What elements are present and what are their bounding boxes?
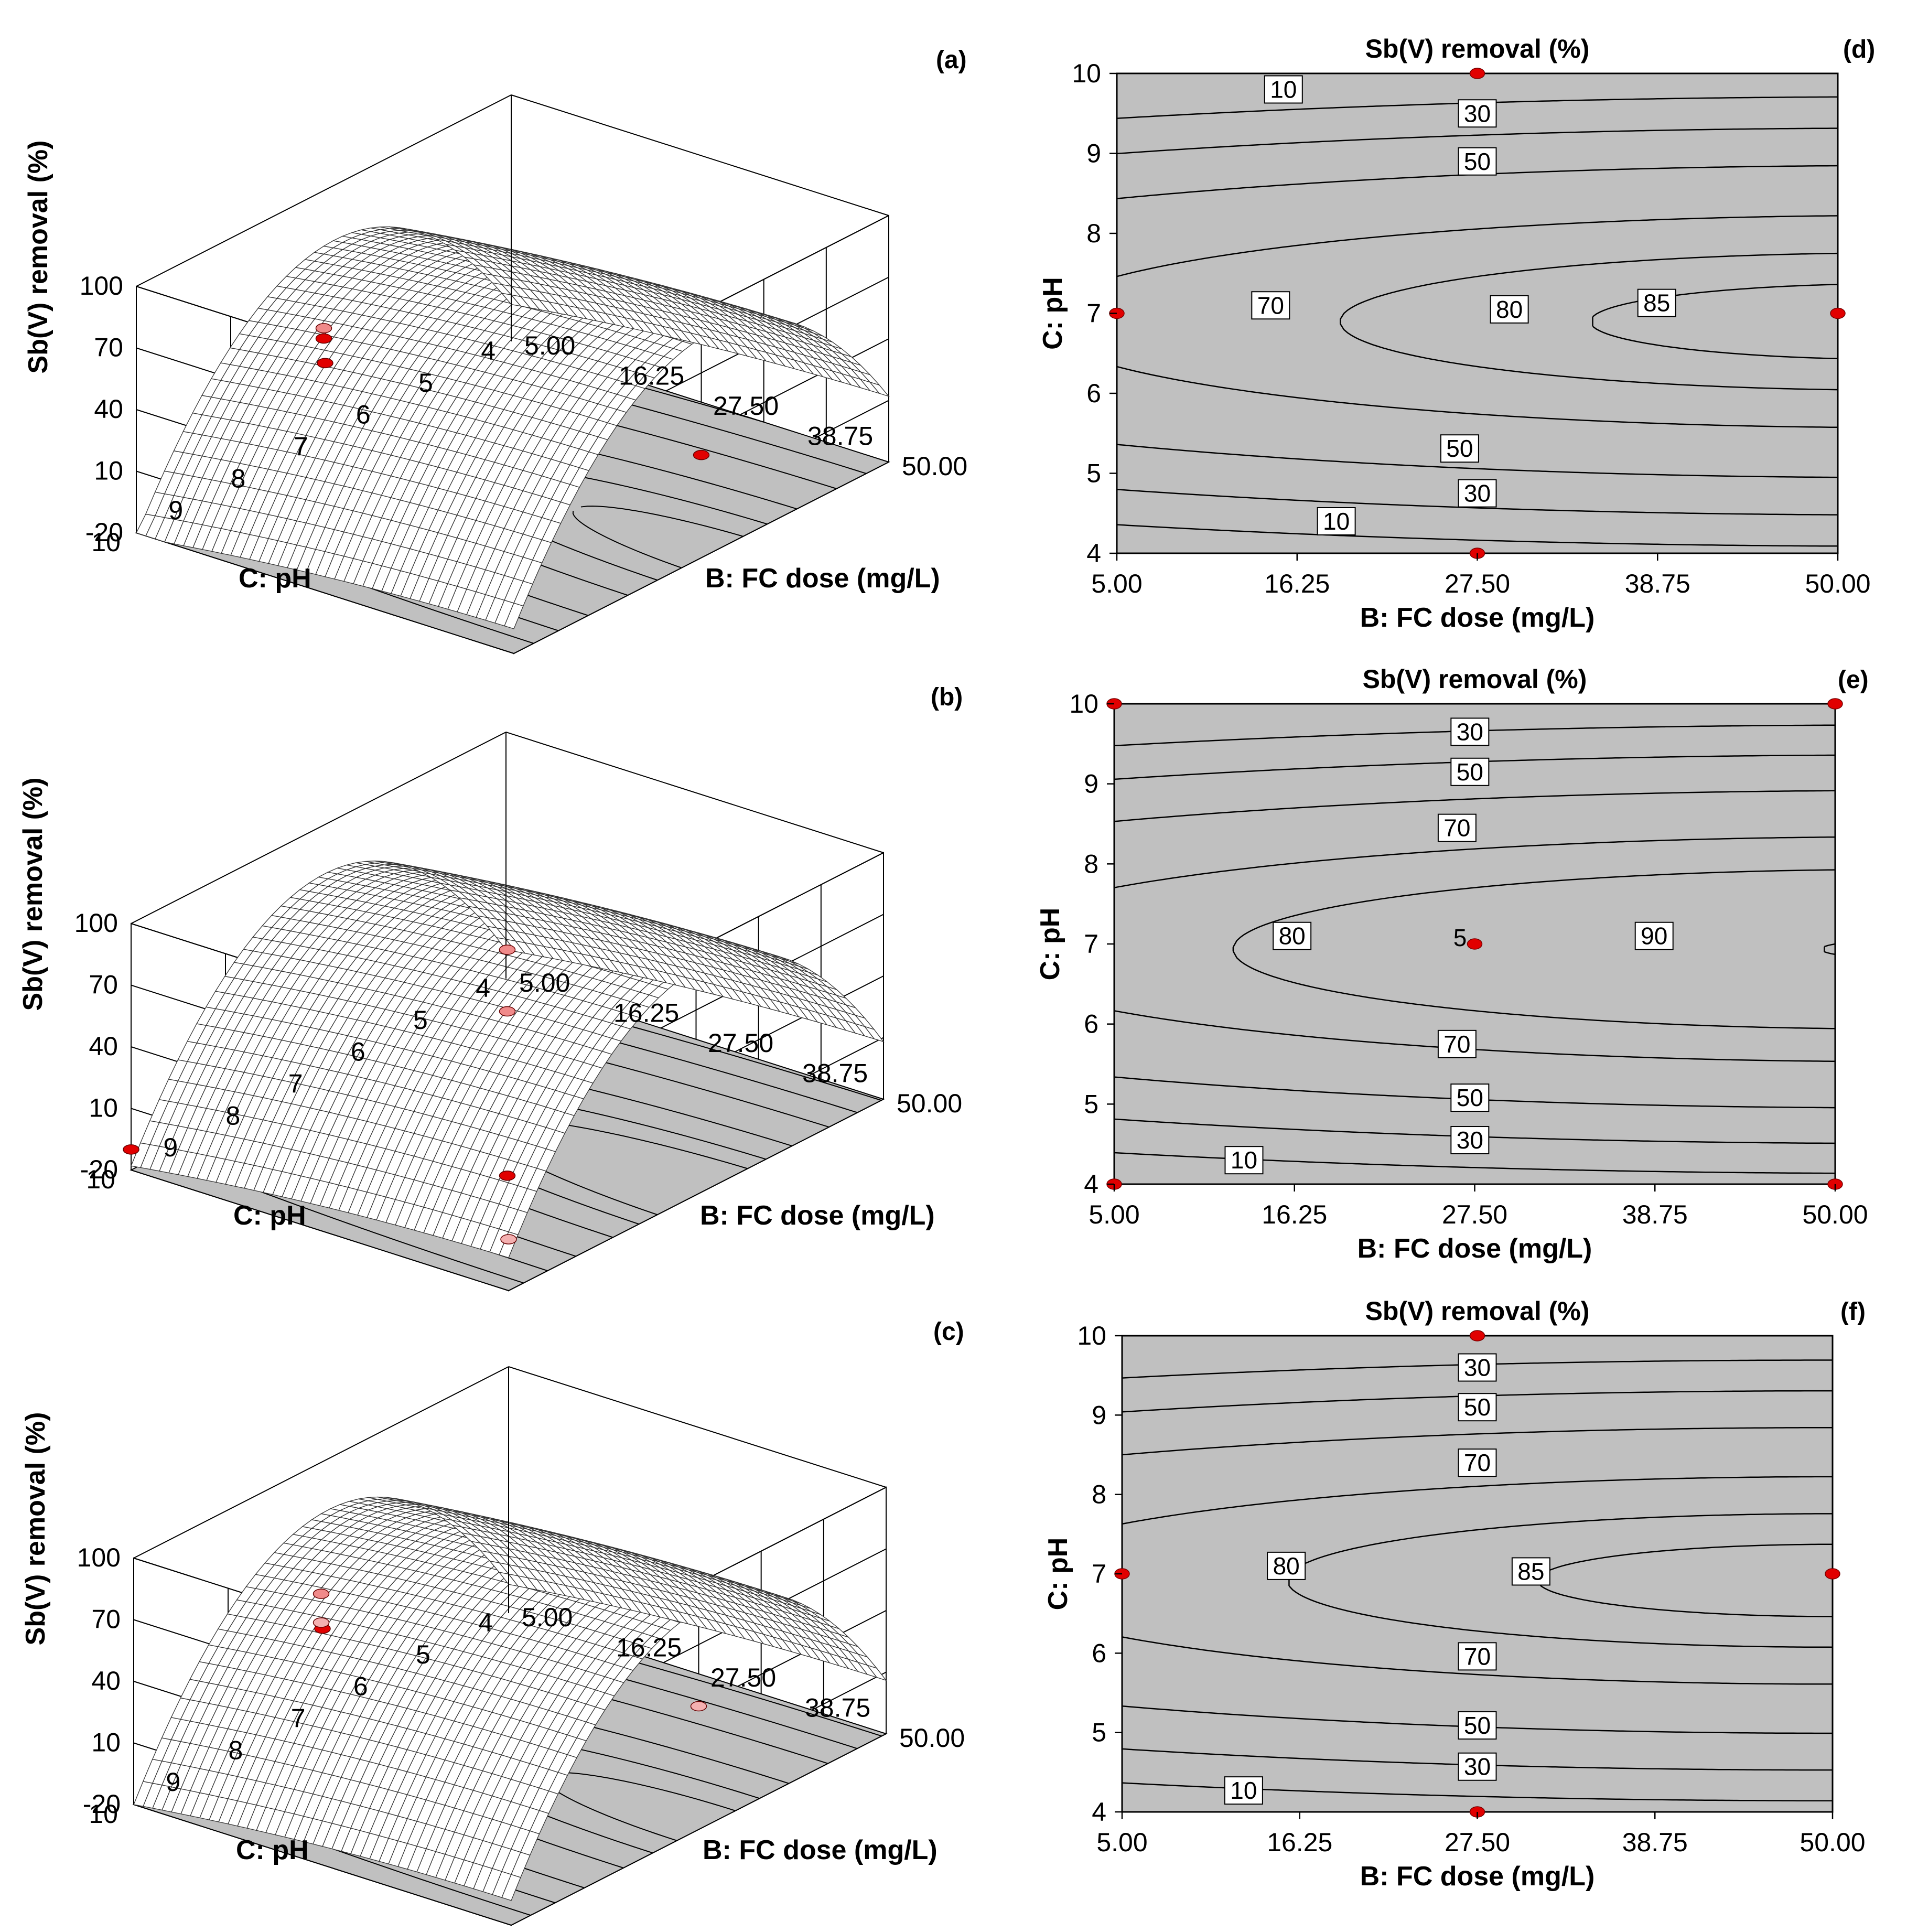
z-tick-label: 40 [89,1032,118,1061]
z-axis-label: Sb(V) removal (%) [20,1412,51,1646]
dose-tick-label: 16.25 [613,999,679,1028]
ph-tick-label: 7 [291,1704,306,1733]
ph-tick-label: 4 [478,1608,493,1637]
ph-axis-label: C: pH [239,563,311,594]
dose-tick-label: 38.75 [802,1059,868,1088]
ph-tick-label: 7 [294,432,308,461]
ph-tick-label: 4 [476,973,490,1003]
response-surface-mesh [131,861,885,1259]
z-tick-label: 10 [91,1728,121,1757]
design-point [315,333,332,344]
ph-tick-label: 8 [226,1101,241,1130]
ph-tick-label: 10 [89,1799,118,1829]
ph-tick-label: 6 [356,400,371,430]
ph-tick-label: 6 [351,1037,365,1067]
dose-tick-label: 27.50 [708,1028,773,1058]
dose-tick-label: 5.00 [522,1603,573,1632]
box-edge [508,1366,887,1488]
design-point [315,323,332,334]
dose-tick-label: 5.00 [524,331,575,360]
dose-tick-label: 38.75 [805,1693,870,1723]
design-point [690,1701,707,1712]
design-point [317,358,333,369]
design-point [499,1006,516,1017]
dose-tick-label: 50.00 [899,1723,965,1753]
dose-tick-label: 27.50 [713,391,779,421]
z-tick-label: 70 [89,970,118,1000]
z-tick-label: 100 [80,271,123,300]
box-edge [136,94,512,287]
ph-tick-label: 7 [288,1069,303,1099]
dose-axis-label: B: FC dose (mg/L) [705,563,940,594]
ph-tick-label: 8 [231,464,246,493]
dose-tick-label: 38.75 [807,422,873,451]
box-edge [505,732,884,853]
floor-contour-line [572,511,682,568]
ph-tick-label: 8 [229,1735,243,1765]
ph-tick-label: 4 [481,336,495,366]
design-point [123,1144,139,1155]
dose-tick-label: 16.25 [619,361,684,391]
ph-tick-label: 6 [353,1672,368,1701]
dose-axis-label: B: FC dose (mg/L) [700,1200,935,1231]
dose-tick-label: 27.50 [710,1663,776,1692]
ph-tick-label: 10 [91,528,121,557]
z-tick-label: 10 [89,1093,118,1123]
ph-tick-label: 9 [168,496,183,525]
design-point [313,1617,330,1628]
z-tick-label: 100 [77,1543,121,1572]
z-tick-label: 40 [91,1666,121,1695]
floor-contour-line [580,506,744,537]
design-point [499,944,516,955]
box-edge [511,94,889,216]
panel-label: (b) [931,683,963,711]
ph-tick-label: 9 [166,1767,180,1797]
ph-tick-label: 10 [86,1165,115,1194]
design-point [500,1234,517,1244]
dose-tick-label: 50.00 [902,452,967,481]
panel-label: (a) [936,46,967,74]
z-tick-label: 100 [74,908,118,938]
dose-tick-label: 50.00 [897,1089,962,1118]
z-tick-label: 10 [94,456,123,486]
ph-tick-label: 9 [163,1133,178,1162]
z-axis-label: Sb(V) removal (%) [18,778,48,1011]
ph-axis-label: C: pH [233,1200,306,1231]
design-point [499,1171,516,1181]
dose-tick-label: 16.25 [616,1633,682,1662]
ph-tick-label: 5 [416,1640,430,1669]
z-tick-label: 70 [94,333,123,362]
z-tick-label: 70 [91,1605,121,1634]
z-tick-label: -20 [85,518,123,547]
dose-tick-label: 5.00 [519,968,570,997]
design-point [313,1588,330,1599]
response-surface-mesh [136,226,890,629]
design-point [693,449,710,460]
ph-tick-label: 5 [418,368,433,398]
z-axis-label: Sb(V) removal (%) [23,141,53,374]
z-tick-label: 40 [94,394,123,424]
ph-tick-label: 5 [413,1005,428,1035]
